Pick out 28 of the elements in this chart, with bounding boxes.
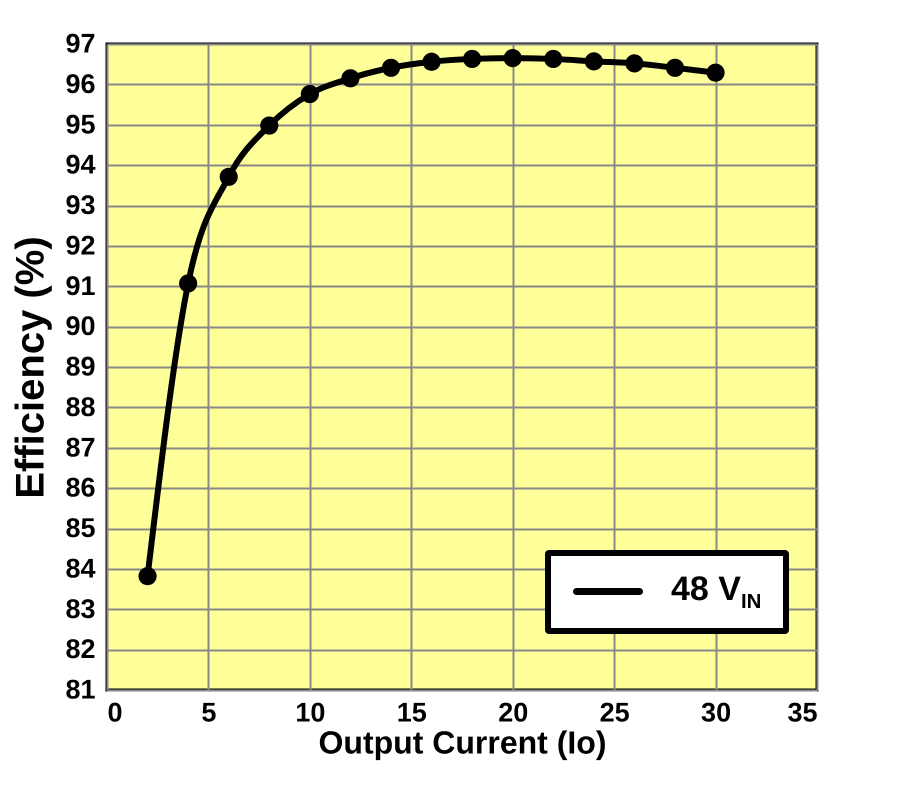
- y-tick-label: 89: [65, 352, 96, 382]
- x-tick-label: 5: [201, 698, 216, 728]
- y-tick-label: 81: [65, 674, 96, 704]
- y-axis-title: Efficiency (%): [8, 236, 52, 499]
- y-tick-label: 91: [65, 270, 96, 301]
- y-tick-label: 82: [65, 634, 96, 664]
- x-tick-label: 35: [787, 698, 818, 728]
- x-tick-label: 0: [108, 698, 123, 728]
- y-tick-label: 86: [65, 472, 96, 503]
- y-tick-label: 90: [65, 311, 96, 342]
- y-tick-label: 84: [65, 553, 96, 584]
- y-tick-label: 92: [65, 230, 96, 260]
- x-tick-label: 10: [295, 698, 326, 728]
- y-tick-label: 88: [65, 392, 96, 422]
- y-tick-label: 97: [65, 28, 96, 58]
- x-tick-label: 25: [600, 698, 630, 728]
- x-tick-label: 15: [396, 698, 427, 728]
- y-tick-label: 87: [65, 432, 96, 462]
- y-tick-label: 96: [65, 68, 96, 99]
- x-tick-label: 30: [701, 698, 732, 728]
- y-tick-label: 94: [65, 150, 96, 180]
- y-tick-label: 83: [65, 594, 96, 624]
- x-axis-title: Output Current (Io): [318, 724, 606, 760]
- legend-label: 48 V$_{IN}$: [671, 570, 762, 614]
- y-tick-label: 95: [65, 109, 96, 140]
- y-tick-label: 93: [65, 190, 96, 220]
- x-tick-label: 20: [498, 698, 528, 728]
- y-tick-label: 85: [65, 513, 96, 543]
